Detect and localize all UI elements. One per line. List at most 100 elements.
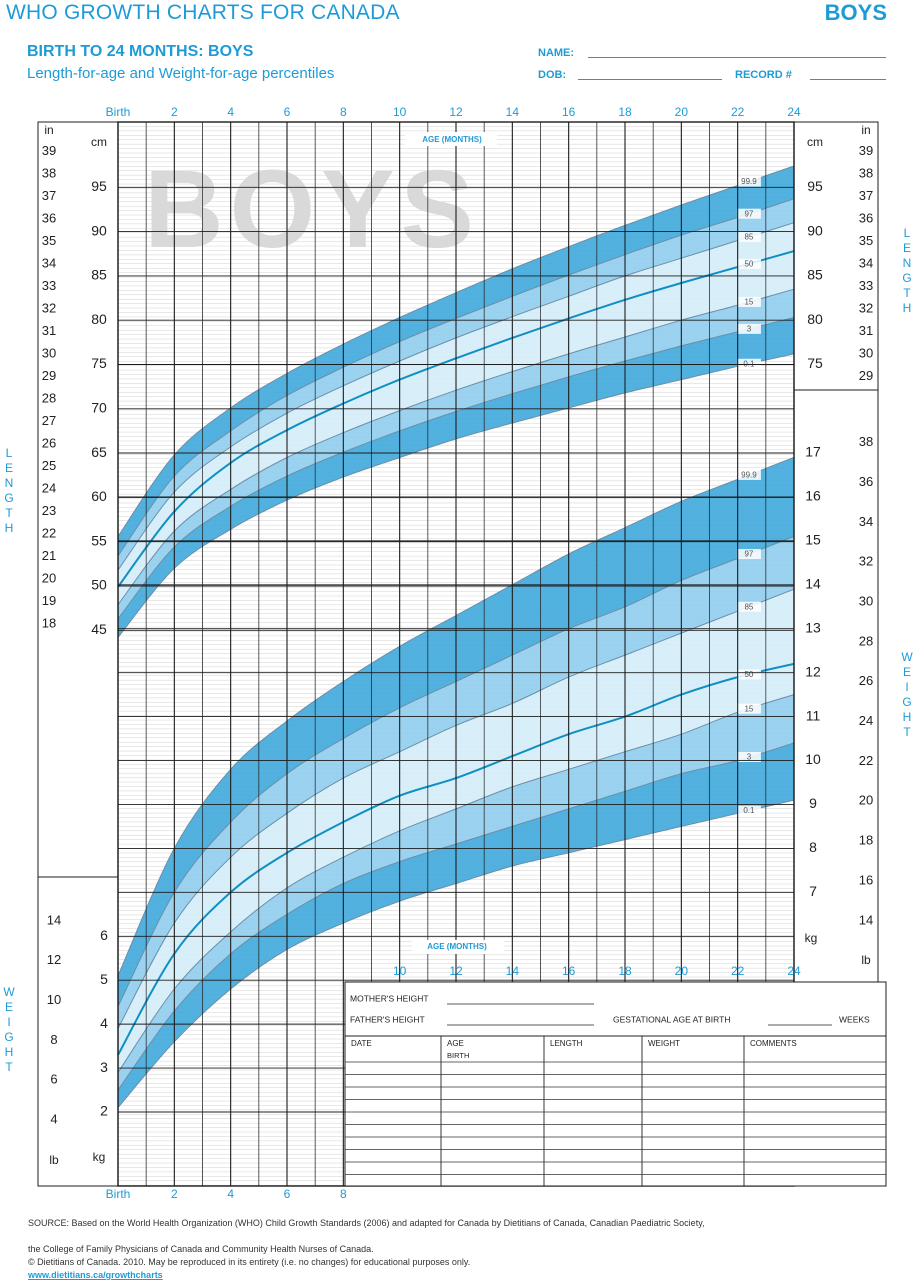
length-cm-tick: 65 [91, 444, 107, 460]
x-tick-inner: 12 [449, 964, 463, 978]
weight-line-p85 [117, 588, 795, 1029]
website-link[interactable]: www.dietitians.ca/growthcharts [28, 1270, 163, 1280]
length-percentile-label-97: 97 [744, 209, 753, 218]
kg-tick-bg [92, 1104, 112, 1120]
cm-tick-bg-r [800, 312, 830, 329]
side-label-length-left: H [5, 521, 14, 535]
weight-lb-tick-right: 26 [859, 673, 873, 688]
age-caption-bottom-bg [412, 940, 504, 954]
cm-unit-left: cm [91, 135, 107, 149]
length-in-tick: 33 [42, 278, 56, 293]
kg-tick-bg [92, 972, 112, 989]
chart-subtitle: BIRTH TO 24 MONTHS: BOYS [27, 43, 254, 60]
length-percentile-label-0_1: 0.1 [743, 359, 755, 368]
cm-tick-bg [84, 356, 114, 373]
weight-percentile-label-3: 3 [747, 753, 752, 762]
cm-tick-bg [84, 578, 114, 594]
table-header-length: LENGTH [550, 1039, 583, 1048]
weight-lb-tick: 12 [47, 952, 61, 967]
length-cm-tick: 95 [91, 178, 107, 194]
length-in-tick-right: 37 [859, 188, 873, 203]
kg-tick-bg [92, 928, 112, 945]
weight-label-bg [736, 469, 761, 480]
kg-tick-bg-r [802, 840, 826, 857]
length-percentile-label-15: 15 [744, 298, 753, 307]
weight-lb-tick-right: 38 [859, 434, 873, 449]
weight-line-p97 [117, 536, 795, 1007]
length-percentile-label-3: 3 [747, 324, 752, 333]
length-cm-tick: 85 [91, 267, 107, 283]
side-label-weight-right: H [903, 710, 912, 724]
x-tick-top: 22 [731, 105, 745, 119]
weight-lb-tick-right: 36 [859, 474, 873, 489]
length-percentile-label-99_9: 99.9 [741, 177, 757, 186]
side-label-weight-left: T [5, 1060, 13, 1074]
x-tick-top: 18 [618, 105, 632, 119]
kg-tick-bg-r [802, 884, 826, 901]
x-tick-top: 24 [787, 105, 801, 119]
weight-band-15-50 [118, 663, 794, 1073]
page-title: WHO GROWTH CHARTS FOR CANADA [6, 1, 400, 24]
side-label-length-right: N [903, 256, 912, 270]
weight-lb-tick-right: 30 [859, 593, 873, 608]
weight-percentile-label-15: 15 [744, 704, 753, 713]
length-in-tick: 35 [42, 233, 56, 248]
length-cm-tick-right: 95 [807, 178, 823, 194]
length-cm-tick-right: 75 [807, 355, 823, 371]
weight-line-p50 [117, 662, 795, 1056]
side-label-weight-left: I [7, 1015, 10, 1029]
dob-field[interactable] [578, 79, 722, 80]
x-tick-top: 8 [340, 105, 347, 119]
length-band-0.1-3 [118, 317, 794, 638]
length-in-tick: 20 [42, 570, 56, 585]
length-in-tick: 18 [42, 615, 56, 630]
age-axis-label-bottom: AGE (MONTHS) [427, 942, 487, 951]
kg-tick-bg-r [802, 488, 826, 505]
length-in-tick: 27 [42, 413, 56, 428]
fathers-height-label: FATHER'S HEIGHT [350, 1014, 425, 1024]
x-tick-inner: 20 [675, 964, 689, 978]
length-in-tick: 26 [42, 435, 56, 450]
side-label-weight-left: G [4, 1030, 13, 1044]
x-tick-bottom: Birth [106, 1187, 131, 1201]
weight-label-bg [736, 805, 761, 816]
kg-tick-bg-r [802, 532, 826, 549]
kg-tick-bg-r [802, 796, 826, 813]
x-tick-top: 6 [284, 105, 291, 119]
x-tick-top: 12 [449, 105, 463, 119]
length-band-85-97 [118, 198, 794, 571]
weight-percentile-label-0_1: 0.1 [743, 806, 755, 815]
kg-tick-bg [92, 1016, 112, 1033]
length-in-tick-right: 33 [859, 278, 873, 293]
length-in-tick-right: 35 [859, 233, 873, 248]
kg-tick-bg-r [802, 752, 826, 769]
side-label-weight-left: E [5, 1000, 13, 1014]
weight-lb-tick-right: 16 [859, 872, 873, 887]
cm-tick-bg [84, 267, 114, 284]
cm-tick-bg-r [800, 267, 830, 284]
cm-tick-bg [84, 400, 114, 417]
name-field[interactable] [588, 57, 886, 58]
x-tick-bottom: 4 [227, 1187, 234, 1201]
weight-lb-tick: 8 [50, 1032, 57, 1047]
x-tick-top: 20 [675, 105, 689, 119]
length-cm-tick-right: 85 [807, 267, 823, 283]
kg-tick-bg-r [802, 620, 826, 637]
weight-lb-tick: 14 [47, 912, 61, 927]
cm-tick-bg [84, 533, 114, 550]
cm-tick-bg-r [800, 179, 830, 196]
record-field[interactable] [810, 79, 886, 80]
kg-tick-bg-r [802, 445, 826, 461]
weight-kg-tick-right: 12 [805, 663, 821, 679]
measurement-form: MOTHER'S HEIGHT FATHER'S HEIGHT GESTATIONA… [344, 981, 887, 1187]
kg-unit-left: kg [93, 1150, 106, 1164]
weight-lb-tick: 4 [50, 1112, 57, 1127]
side-label-weight-right: W [901, 650, 913, 664]
kg-unit-right: kg [805, 931, 818, 945]
side-label-weight-right: G [902, 695, 911, 709]
length-in-tick: 21 [42, 548, 56, 563]
kg-tick-bg-r [802, 708, 826, 725]
weight-percentile-label-85: 85 [744, 602, 753, 611]
side-label-length-right: E [903, 241, 911, 255]
